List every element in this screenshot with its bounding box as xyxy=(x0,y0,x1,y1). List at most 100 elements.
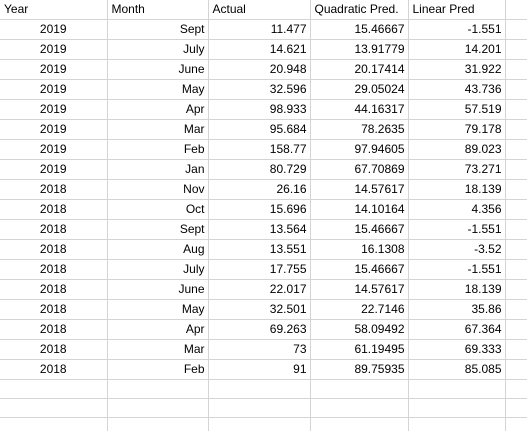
cell-year[interactable]: 2019 xyxy=(0,39,108,60)
empty-cell[interactable] xyxy=(505,99,527,120)
cell-actual[interactable]: 14.621 xyxy=(208,39,311,60)
cell-actual[interactable]: 32.596 xyxy=(208,79,311,100)
cell-linear-pred[interactable]: -1.551 xyxy=(408,259,506,280)
cell-actual[interactable]: 95.684 xyxy=(208,119,311,140)
cell-linear-pred[interactable]: 57.519 xyxy=(408,99,506,120)
cell-month[interactable]: June xyxy=(107,59,209,80)
cell-quadratic-pred[interactable]: 20.17414 xyxy=(310,59,409,80)
cell-month[interactable]: Feb xyxy=(107,359,209,380)
cell-month[interactable]: July xyxy=(107,39,209,60)
header-cell-year[interactable]: Year xyxy=(0,0,108,20)
cell-year[interactable]: 2018 xyxy=(0,299,108,320)
cell-linear-pred[interactable]: 18.139 xyxy=(408,279,506,300)
empty-cell[interactable] xyxy=(408,417,506,431)
cell-linear-pred[interactable]: 73.271 xyxy=(408,159,506,180)
cell-month[interactable]: Nov xyxy=(107,179,209,200)
cell-year[interactable]: 2018 xyxy=(0,239,108,260)
cell-actual[interactable]: 22.017 xyxy=(208,279,311,300)
empty-cell[interactable] xyxy=(505,279,527,300)
cell-month[interactable]: May xyxy=(107,299,209,320)
cell-quadratic-pred[interactable]: 15.46667 xyxy=(310,19,409,40)
cell-month[interactable]: Sept xyxy=(107,219,209,240)
cell-quadratic-pred[interactable]: 22.7146 xyxy=(310,299,409,320)
cell-month[interactable]: July xyxy=(107,259,209,280)
cell-year[interactable]: 2019 xyxy=(0,59,108,80)
empty-cell[interactable] xyxy=(505,259,527,280)
cell-actual[interactable]: 158.77 xyxy=(208,139,311,160)
cell-actual[interactable]: 80.729 xyxy=(208,159,311,180)
cell-actual[interactable]: 73 xyxy=(208,339,311,360)
cell-linear-pred[interactable]: -1.551 xyxy=(408,19,506,40)
cell-linear-pred[interactable]: -3.52 xyxy=(408,239,506,260)
empty-cell[interactable] xyxy=(107,379,209,399)
empty-cell[interactable] xyxy=(505,379,527,399)
empty-cell[interactable] xyxy=(505,199,527,220)
empty-cell[interactable] xyxy=(505,39,527,60)
cell-month[interactable]: Jan xyxy=(107,159,209,180)
cell-quadratic-pred[interactable]: 13.91779 xyxy=(310,39,409,60)
cell-month[interactable]: June xyxy=(107,279,209,300)
cell-actual[interactable]: 13.551 xyxy=(208,239,311,260)
empty-cell[interactable] xyxy=(408,379,506,399)
cell-year[interactable]: 2018 xyxy=(0,279,108,300)
cell-month[interactable]: Sept xyxy=(107,19,209,40)
cell-quadratic-pred[interactable]: 89.75935 xyxy=(310,359,409,380)
empty-cell[interactable] xyxy=(505,179,527,200)
empty-cell[interactable] xyxy=(505,299,527,320)
cell-quadratic-pred[interactable]: 67.70869 xyxy=(310,159,409,180)
cell-month[interactable]: May xyxy=(107,79,209,100)
cell-quadratic-pred[interactable]: 97.94605 xyxy=(310,139,409,160)
empty-cell[interactable] xyxy=(505,339,527,360)
cell-year[interactable]: 2018 xyxy=(0,259,108,280)
cell-actual[interactable]: 11.477 xyxy=(208,19,311,40)
empty-cell[interactable] xyxy=(408,398,506,418)
cell-actual[interactable]: 69.263 xyxy=(208,319,311,340)
cell-actual[interactable]: 26.16 xyxy=(208,179,311,200)
cell-month[interactable]: Feb xyxy=(107,139,209,160)
cell-year[interactable]: 2019 xyxy=(0,119,108,140)
cell-linear-pred[interactable]: 85.085 xyxy=(408,359,506,380)
cell-linear-pred[interactable]: 69.333 xyxy=(408,339,506,360)
cell-year[interactable]: 2019 xyxy=(0,99,108,120)
empty-cell[interactable] xyxy=(505,139,527,160)
cell-month[interactable]: Apr xyxy=(107,319,209,340)
empty-cell[interactable] xyxy=(505,19,527,40)
empty-cell[interactable] xyxy=(505,417,527,431)
cell-year[interactable]: 2019 xyxy=(0,19,108,40)
cell-month[interactable]: Aug xyxy=(107,239,209,260)
cell-actual[interactable]: 20.948 xyxy=(208,59,311,80)
empty-cell[interactable] xyxy=(107,417,209,431)
cell-month[interactable]: Oct xyxy=(107,199,209,220)
cell-actual[interactable]: 32.501 xyxy=(208,299,311,320)
empty-cell[interactable] xyxy=(107,398,209,418)
cell-actual[interactable]: 13.564 xyxy=(208,219,311,240)
empty-cell[interactable] xyxy=(505,0,527,20)
empty-cell[interactable] xyxy=(505,219,527,240)
cell-quadratic-pred[interactable]: 14.57617 xyxy=(310,279,409,300)
cell-quadratic-pred[interactable]: 14.10164 xyxy=(310,199,409,220)
cell-year[interactable]: 2019 xyxy=(0,79,108,100)
cell-quadratic-pred[interactable]: 61.19495 xyxy=(310,339,409,360)
empty-cell[interactable] xyxy=(505,319,527,340)
cell-actual[interactable]: 15.696 xyxy=(208,199,311,220)
cell-linear-pred[interactable]: -1.551 xyxy=(408,219,506,240)
cell-linear-pred[interactable]: 79.178 xyxy=(408,119,506,140)
cell-month[interactable]: Apr xyxy=(107,99,209,120)
cell-quadratic-pred[interactable]: 14.57617 xyxy=(310,179,409,200)
empty-cell[interactable] xyxy=(505,59,527,80)
header-cell-quadratic-pred[interactable]: Quadratic Pred. xyxy=(310,0,409,20)
cell-linear-pred[interactable]: 89.023 xyxy=(408,139,506,160)
empty-cell[interactable] xyxy=(310,417,409,431)
cell-actual[interactable]: 91 xyxy=(208,359,311,380)
cell-linear-pred[interactable]: 67.364 xyxy=(408,319,506,340)
cell-year[interactable]: 2019 xyxy=(0,159,108,180)
cell-year[interactable]: 2018 xyxy=(0,339,108,360)
empty-cell[interactable] xyxy=(505,359,527,380)
empty-cell[interactable] xyxy=(208,417,311,431)
empty-cell[interactable] xyxy=(208,379,311,399)
cell-quadratic-pred[interactable]: 15.46667 xyxy=(310,259,409,280)
cell-month[interactable]: Mar xyxy=(107,119,209,140)
empty-cell[interactable] xyxy=(0,398,108,418)
cell-year[interactable]: 2019 xyxy=(0,139,108,160)
empty-cell[interactable] xyxy=(208,398,311,418)
